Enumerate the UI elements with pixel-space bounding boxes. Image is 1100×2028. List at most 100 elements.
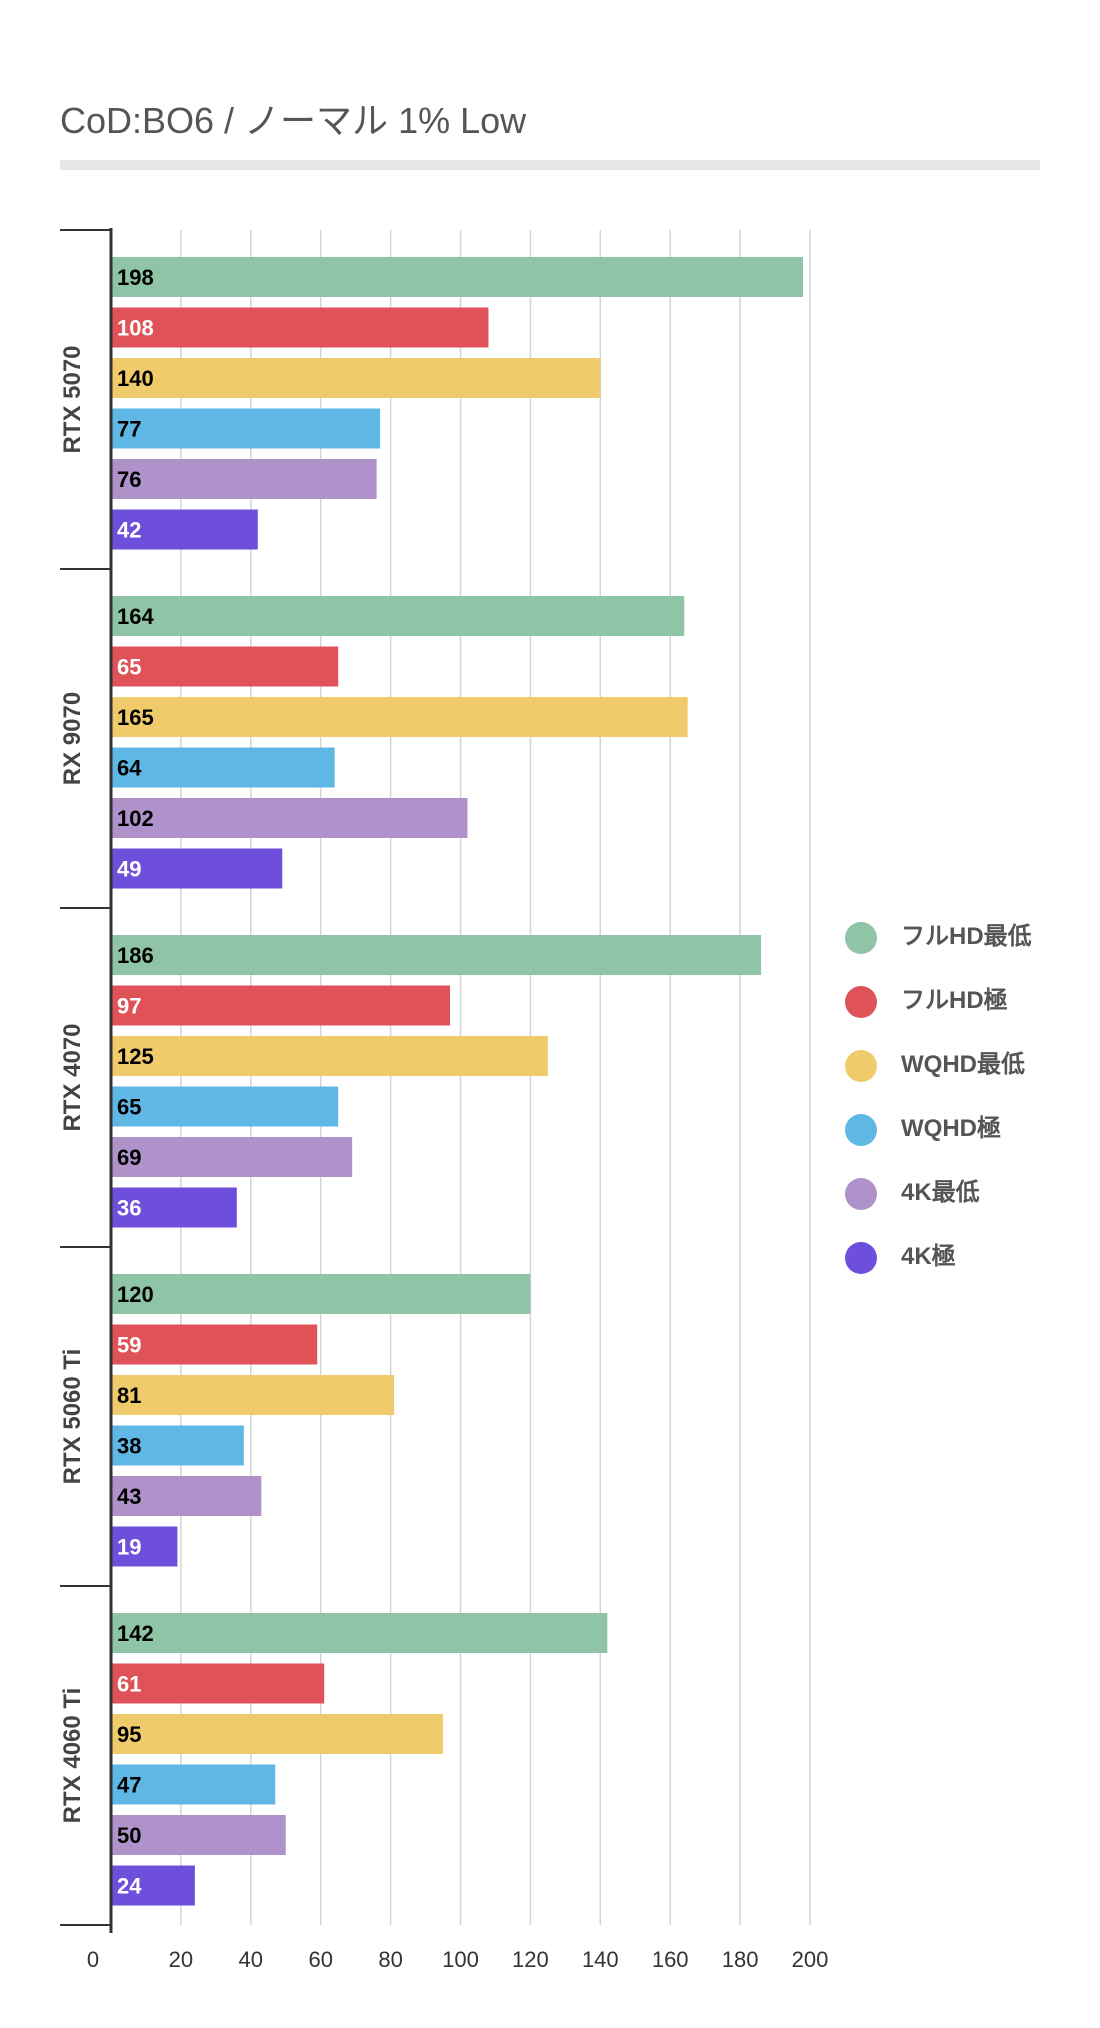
legend-item-2: フルHD極	[845, 982, 1085, 1020]
x-tick-label-40: 40	[239, 1947, 263, 1972]
legend-swatch-icon	[845, 1178, 877, 1210]
legend-item-5: 4K最低	[845, 1174, 1085, 1212]
bar-5-2	[111, 1663, 325, 1704]
axes: 0 20 40 60 80 100 120 140 160 180 200 RTX 5070 RX 90…	[59, 228, 828, 1972]
bar-value-label-5-4: 47	[117, 1773, 141, 1798]
bar-value-label-5-3: 95	[117, 1722, 141, 1747]
bar-1-1	[111, 257, 804, 297]
bar-1-5	[111, 459, 377, 499]
bar-3-6	[111, 1187, 237, 1228]
bar-2-1	[111, 596, 685, 636]
bar-value-label-5-2: 61	[117, 1672, 141, 1697]
legend-item-6: 4K極	[845, 1238, 1085, 1276]
bar-value-label-4-2: 59	[117, 1333, 141, 1358]
x-tick-label-80: 80	[378, 1947, 402, 1972]
bar-5-1	[111, 1613, 608, 1653]
legend-label: 4K最低	[901, 1179, 980, 1206]
bar-value-label-1-3: 140	[117, 366, 154, 391]
bar-5-6	[111, 1865, 195, 1906]
bar-2-5	[111, 798, 468, 838]
bar-3-3	[111, 1036, 548, 1076]
legend-swatch-icon	[845, 986, 877, 1018]
legend-item-3: WQHD最低	[845, 1046, 1085, 1084]
bar-value-label-4-1: 120	[117, 1282, 154, 1307]
legend: フルHD最低 フルHD極 WQHD最低 WQHD極 4K最低 4K極	[845, 918, 1085, 1302]
bar-4-2	[111, 1324, 318, 1365]
x-tick-label-100: 100	[442, 1947, 479, 1972]
legend-swatch-icon	[845, 922, 877, 954]
category-label-3: RTX 4070	[59, 1023, 86, 1131]
bar-4-6	[111, 1526, 178, 1567]
category-label-1: RTX 5070	[59, 345, 86, 453]
bar-value-label-1-4: 77	[117, 417, 141, 442]
bar-value-label-2-2: 65	[117, 655, 141, 680]
bar-4-3	[111, 1375, 395, 1415]
bar-value-label-3-6: 36	[117, 1196, 141, 1221]
bar-value-label-2-1: 164	[117, 604, 154, 629]
legend-swatch-icon	[845, 1114, 877, 1146]
bar-value-label-3-1: 186	[117, 943, 154, 968]
bar-3-4	[111, 1086, 339, 1127]
bar-3-5	[111, 1137, 353, 1177]
legend-swatch-icon	[845, 1050, 877, 1082]
bar-value-label-3-3: 125	[117, 1044, 154, 1069]
legend-label: WQHD極	[901, 1115, 1001, 1142]
bar-2-4	[111, 747, 335, 788]
bar-5-4	[111, 1764, 276, 1805]
title-divider	[60, 160, 1040, 170]
bar-4-1	[111, 1274, 531, 1314]
category-label-4: RTX 5060 Ti	[59, 1349, 86, 1485]
bar-value-label-3-2: 97	[117, 994, 141, 1019]
chart-title: CoD:BO6 / ノーマル 1% Low	[60, 100, 527, 141]
bar-4-5	[111, 1476, 262, 1516]
bars: 198 108 140 77 76 42 164 65 165 64 102 49 186 97 125 65…	[111, 257, 804, 1906]
x-tick-label-200: 200	[792, 1947, 829, 1972]
bar-4-4	[111, 1425, 244, 1466]
legend-label: WQHD最低	[901, 1051, 1025, 1078]
category-label-5: RTX 4060 Ti	[59, 1688, 86, 1824]
bar-value-label-1-6: 42	[117, 518, 141, 543]
bar-value-label-1-1: 198	[117, 265, 154, 290]
bar-2-6	[111, 848, 283, 889]
bar-value-label-1-2: 108	[117, 316, 154, 341]
x-tick-label-20: 20	[169, 1947, 193, 1972]
bar-value-label-3-4: 65	[117, 1095, 141, 1120]
bar-1-4	[111, 408, 381, 449]
x-tick-label-140: 140	[582, 1947, 619, 1972]
bar-1-2	[111, 307, 489, 348]
x-tick-label-160: 160	[652, 1947, 689, 1972]
bar-value-label-2-3: 165	[117, 705, 154, 730]
bar-2-3	[111, 697, 688, 737]
bar-2-2	[111, 646, 339, 687]
bar-value-label-4-4: 38	[117, 1434, 141, 1459]
bar-1-6	[111, 509, 258, 550]
bar-value-label-5-1: 142	[117, 1621, 154, 1646]
bar-1-3	[111, 358, 601, 398]
legend-item-4: WQHD極	[845, 1110, 1085, 1148]
bar-value-label-5-6: 24	[117, 1874, 142, 1899]
legend-label: フルHD極	[901, 987, 1008, 1014]
bar-value-label-5-5: 50	[117, 1823, 141, 1848]
x-tick-label-120: 120	[512, 1947, 549, 1972]
bar-value-label-3-5: 69	[117, 1145, 141, 1170]
category-label-2: RX 9070	[59, 692, 86, 785]
bar-value-label-2-6: 49	[117, 857, 141, 882]
bar-value-label-4-6: 19	[117, 1535, 141, 1560]
x-tick-label-60: 60	[308, 1947, 332, 1972]
legend-swatch-icon	[845, 1242, 877, 1274]
bar-value-label-4-5: 43	[117, 1484, 141, 1509]
x-tick-label-0: 0	[87, 1947, 99, 1972]
legend-item-1: フルHD最低	[845, 918, 1085, 956]
bar-value-label-4-3: 81	[117, 1383, 141, 1408]
bar-3-1	[111, 935, 762, 975]
legend-label: フルHD最低	[901, 923, 1032, 950]
bar-value-label-2-4: 64	[117, 756, 142, 781]
x-tick-label-180: 180	[722, 1947, 759, 1972]
bar-3-2	[111, 985, 451, 1026]
bar-value-label-1-5: 76	[117, 467, 141, 492]
bar-5-3	[111, 1714, 444, 1754]
bar-value-label-2-5: 102	[117, 806, 154, 831]
legend-label: 4K極	[901, 1243, 956, 1270]
bar-5-5	[111, 1815, 286, 1855]
